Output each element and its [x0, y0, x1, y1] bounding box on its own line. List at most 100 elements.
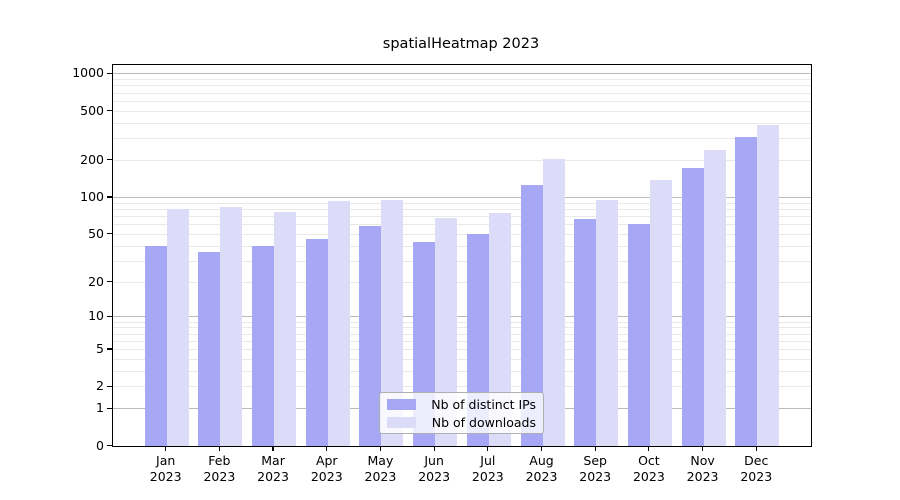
y-tick	[106, 407, 112, 409]
y-gridline-minor	[113, 159, 811, 161]
y-gridline-minor	[113, 349, 811, 351]
x-tick-label: Mar 2023	[257, 453, 289, 484]
legend-item-downloads: Nb of downloads	[387, 415, 536, 430]
x-tick	[648, 446, 650, 451]
y-tick-label: 500	[80, 102, 104, 118]
y-gridline-major	[113, 316, 811, 318]
y-gridline-major	[113, 73, 811, 75]
y-tick	[106, 110, 112, 112]
bar-downloads	[381, 199, 404, 446]
y-tick-label: 50	[88, 225, 104, 241]
y-tick-label: 10	[88, 308, 104, 324]
bar-distinct-ips	[735, 136, 758, 446]
bar-downloads	[435, 217, 458, 446]
bar-downloads	[542, 158, 565, 446]
bar-distinct-ips	[305, 238, 328, 446]
y-gridline-minor	[113, 92, 811, 94]
y-gridline-minor	[113, 358, 811, 360]
bar-distinct-ips	[681, 168, 704, 446]
x-tick	[594, 446, 596, 451]
y-tick	[106, 348, 112, 350]
y-tick	[106, 72, 112, 75]
x-tick	[165, 446, 167, 451]
y-gridline-minor	[113, 110, 811, 112]
y-tick-label: 5	[96, 341, 104, 356]
plot-area	[112, 64, 812, 447]
x-tick	[379, 446, 382, 451]
y-gridline-major	[113, 196, 811, 198]
y-gridline-minor	[113, 321, 811, 323]
legend-label-downloads: Nb of downloads	[431, 414, 536, 430]
y-tick	[106, 159, 112, 161]
y-tick	[106, 196, 112, 198]
bar-downloads	[220, 206, 243, 446]
y-gridline-minor	[113, 224, 811, 226]
y-gridline-minor	[113, 281, 811, 283]
y-gridline-minor	[113, 340, 811, 342]
y-tick-label: 100	[80, 188, 104, 204]
y-gridline-minor	[113, 79, 811, 81]
y-gridline-minor	[113, 327, 811, 329]
bar-distinct-ips	[252, 246, 275, 446]
y-gridline-minor	[113, 260, 811, 262]
y-tick	[106, 444, 112, 447]
x-tick	[701, 446, 704, 451]
y-gridline-minor	[113, 85, 811, 87]
y-gridline-minor	[113, 370, 811, 372]
x-tick	[755, 446, 757, 451]
x-tick-label: Jun 2023	[418, 453, 451, 484]
y-tick-label: 1	[96, 400, 104, 416]
y-gridline-minor	[113, 333, 811, 335]
bar-downloads	[166, 209, 189, 446]
y-gridline-minor	[113, 100, 811, 102]
x-tick	[433, 446, 435, 451]
legend-item-distinct-ips: Nb of distinct IPs	[387, 397, 536, 412]
bar-distinct-ips	[520, 185, 543, 446]
x-tick	[540, 446, 543, 451]
chart-title: spatialHeatmap 2023	[382, 36, 540, 52]
y-tick	[106, 385, 112, 387]
x-tick-label: Nov 2023	[686, 453, 719, 484]
y-gridline-minor	[113, 215, 811, 217]
x-tick-label: Feb 2023	[203, 453, 236, 484]
y-tick-label: 1000	[72, 65, 104, 81]
y-gridline-minor	[113, 386, 811, 388]
bar-distinct-ips	[144, 246, 167, 446]
x-tick	[487, 446, 489, 451]
legend-swatch-distinct-ips	[387, 398, 416, 410]
legend: Nb of distinct IPs Nb of downloads	[379, 392, 544, 434]
bar-downloads	[757, 125, 780, 446]
bar-distinct-ips	[198, 251, 221, 446]
y-tick-label: 2	[96, 378, 104, 394]
y-tick	[106, 280, 112, 283]
x-tick-label: Dec 2023	[740, 453, 773, 484]
y-tick	[106, 315, 112, 317]
x-tick	[218, 446, 220, 451]
y-gridline-minor	[113, 233, 811, 235]
x-tick	[326, 446, 328, 451]
bar-downloads	[327, 200, 350, 446]
bar-downloads	[596, 200, 619, 446]
bar-downloads	[488, 212, 511, 446]
y-gridline-minor	[113, 122, 811, 124]
bar-downloads	[703, 150, 726, 446]
y-tick-label: 0	[96, 437, 104, 453]
y-gridline-minor	[113, 138, 811, 140]
legend-swatch-downloads	[387, 416, 416, 428]
legend-label-distinct-ips: Nb of distinct IPs	[431, 396, 536, 412]
y-tick-label: 200	[80, 151, 104, 167]
bar-distinct-ips	[359, 225, 382, 446]
y-gridline-minor	[113, 245, 811, 247]
x-tick-label: Jan 2023	[149, 453, 182, 484]
bar-downloads	[274, 212, 297, 446]
x-tick-label: Aug 2023	[525, 453, 558, 484]
x-tick-label: Oct 2023	[632, 453, 665, 484]
x-tick-label: Apr 2023	[310, 453, 343, 484]
y-gridline-minor	[113, 208, 811, 210]
y-tick-label: 20	[88, 273, 104, 289]
y-tick	[106, 233, 112, 235]
x-tick-label: Jul 2023	[471, 453, 504, 484]
x-tick-label: Sep 2023	[579, 453, 612, 484]
bar-downloads	[649, 179, 672, 446]
